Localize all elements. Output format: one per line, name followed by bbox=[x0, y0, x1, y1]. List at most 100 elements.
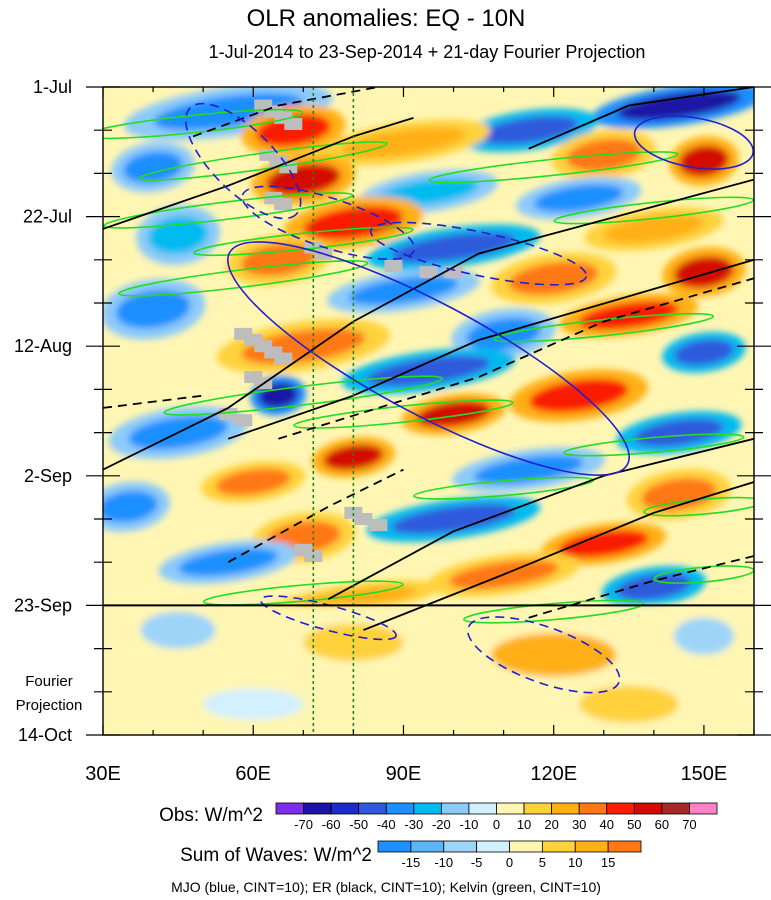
kelvin-contour bbox=[293, 399, 514, 429]
y-tick-label: 2-Sep bbox=[24, 466, 72, 486]
obs-anomaly-blob bbox=[391, 503, 516, 535]
obs-anomaly-blob bbox=[674, 256, 734, 288]
x-tick-label: 60E bbox=[235, 763, 271, 785]
obs-anomaly-blob bbox=[534, 184, 624, 212]
obs-anomaly-blob bbox=[634, 418, 724, 447]
mjo-contour-positive bbox=[633, 115, 754, 170]
projection-anomaly-blob bbox=[303, 623, 404, 661]
legend-level-label: 5 bbox=[539, 855, 546, 870]
obs-anomaly-blob bbox=[258, 383, 299, 409]
kelvin-contour bbox=[103, 108, 304, 140]
er-contour-negative bbox=[278, 277, 754, 440]
kelvin-contour bbox=[493, 312, 715, 343]
legend-title: Sum of Waves: W/m^2 bbox=[180, 845, 372, 866]
legend-swatch bbox=[607, 840, 642, 853]
legend-level-label: 10 bbox=[517, 817, 531, 832]
obs-anomaly-blob bbox=[559, 529, 649, 558]
legend-level-label: 20 bbox=[544, 817, 558, 832]
legend-level-label: 0 bbox=[493, 817, 500, 832]
legend-level-label: -15 bbox=[401, 855, 420, 870]
obs-anomaly-blob bbox=[178, 548, 278, 577]
legend-swatch bbox=[468, 802, 497, 815]
legend-swatch bbox=[443, 840, 478, 853]
legend-level-label: 30 bbox=[572, 817, 586, 832]
obs-anomaly-blob bbox=[323, 444, 384, 471]
legend-level-label: -40 bbox=[377, 817, 396, 832]
mjo-contour-positive bbox=[227, 241, 630, 476]
legend-level-label: -30 bbox=[404, 817, 423, 832]
legend-level-label: 50 bbox=[627, 817, 641, 832]
obs-anomaly-blob bbox=[123, 151, 183, 184]
er-contour-negative bbox=[528, 555, 754, 619]
x-tick-label: 90E bbox=[386, 763, 422, 785]
obs-anomaly-blob bbox=[509, 261, 599, 295]
missing-data-cell bbox=[274, 352, 293, 365]
legend-level-label: 15 bbox=[601, 855, 615, 870]
chart-title: OLR anomalies: EQ - 10N bbox=[247, 5, 526, 32]
projection-label-line1: Fourier bbox=[25, 673, 73, 690]
y-tick-label: 1-Jul bbox=[33, 77, 72, 97]
legend-sum-of-waves: -15 -10 -5 0 5 10 15 Sum of Waves: W/m^2 bbox=[180, 840, 642, 870]
er-contour-positive bbox=[363, 481, 754, 631]
y-tick-label: 12-Aug bbox=[14, 336, 72, 356]
legend-level-label: -70 bbox=[294, 817, 313, 832]
legend-swatch bbox=[303, 802, 332, 815]
obs-anomaly-blob bbox=[115, 290, 191, 329]
legend-swatch bbox=[413, 802, 442, 815]
er-contour-positive bbox=[227, 258, 754, 440]
x-tick-label: 150E bbox=[681, 763, 728, 785]
kelvin-contour bbox=[563, 433, 745, 457]
plot-frame bbox=[102, 86, 755, 736]
er-contour-negative bbox=[192, 87, 379, 138]
legend-level-label: 60 bbox=[655, 817, 669, 832]
projection-anomaly-field bbox=[103, 605, 754, 735]
legend-swatch bbox=[509, 840, 543, 853]
footnote: MJO (blue, CINT=10); ER (black, CINT=10)… bbox=[171, 879, 601, 895]
legend-swatch bbox=[541, 840, 576, 853]
plot-area bbox=[103, 87, 754, 735]
legend-swatch bbox=[330, 802, 360, 815]
legend-level-label: -10 bbox=[434, 855, 453, 870]
obs-anomaly-blob bbox=[366, 355, 491, 386]
legend-swatch bbox=[551, 802, 580, 815]
projection-anomaly-blob bbox=[203, 688, 304, 720]
projection-anomaly-blob bbox=[491, 633, 617, 677]
missing-data-cell bbox=[354, 513, 373, 525]
x-tick-label: 120E bbox=[530, 763, 577, 785]
legend-swatch bbox=[440, 802, 470, 815]
legend-level-label: -20 bbox=[432, 817, 451, 832]
er-contour-positive bbox=[103, 117, 414, 230]
er-contour-negative bbox=[227, 468, 404, 563]
projection-anomaly-blob bbox=[673, 617, 734, 655]
kelvin-contour bbox=[428, 151, 680, 184]
legend-level-label: -60 bbox=[322, 817, 341, 832]
legend-swatch bbox=[496, 802, 525, 815]
legend-level-label: -50 bbox=[349, 817, 368, 832]
x-tick-label: 30E bbox=[85, 763, 121, 785]
legend-swatch bbox=[578, 802, 608, 815]
y-tick-label: 14-Oct bbox=[18, 725, 72, 745]
kelvin-contour bbox=[138, 141, 389, 182]
y-axis: 1-Jul 22-Jul 12-Aug 2-Sep 23-Sep 14-Oct bbox=[14, 77, 771, 745]
legend-level-label: 70 bbox=[682, 817, 696, 832]
reference-lines bbox=[312, 87, 355, 735]
legend-swatch bbox=[385, 802, 415, 815]
missing-data-cell bbox=[234, 414, 253, 427]
obs-anomaly-blob bbox=[391, 232, 516, 263]
y-tick-label: 23-Sep bbox=[14, 595, 72, 615]
obs-anomaly-blob bbox=[641, 478, 717, 511]
legend-swatch bbox=[523, 802, 553, 815]
legend-swatch bbox=[633, 802, 663, 815]
missing-data-cell bbox=[369, 519, 388, 532]
legend-level-label: 40 bbox=[600, 817, 614, 832]
mjo-contour-negative bbox=[466, 616, 621, 694]
er-contour-positive bbox=[327, 437, 754, 600]
missing-data-cell bbox=[384, 259, 403, 272]
missing-data-cell bbox=[419, 266, 438, 279]
projection-anomaly-blob bbox=[578, 685, 679, 723]
obs-anomaly-blob bbox=[215, 468, 291, 496]
obs-anomaly-blob bbox=[474, 455, 584, 485]
legend-level-label: -10 bbox=[460, 817, 479, 832]
kelvin-contours bbox=[103, 108, 754, 624]
